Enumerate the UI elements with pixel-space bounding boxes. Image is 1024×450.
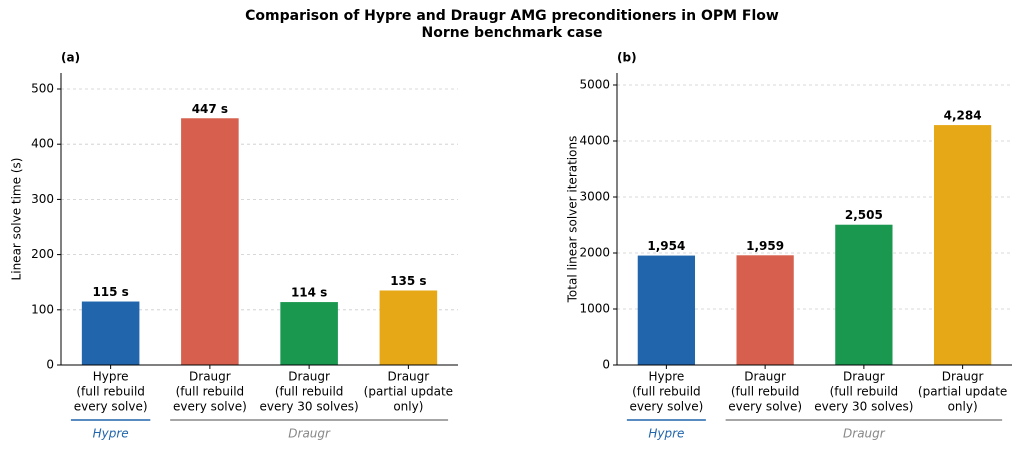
y-tick-label: 100 — [31, 302, 54, 316]
group-label: Hypre — [648, 427, 684, 441]
y-axis-label: Total linear solver iterations — [566, 136, 580, 304]
value-label: 447 s — [192, 102, 228, 116]
y-tick-label: 200 — [31, 247, 54, 261]
x-tick-label: (full rebuild — [731, 385, 800, 399]
y-axis-label: Linear solve time (s) — [10, 158, 24, 281]
x-tick-label: (partial update — [918, 385, 1007, 399]
x-tick-label: every solve) — [74, 400, 148, 414]
x-tick-label: only) — [393, 400, 423, 414]
x-tick-label: (full rebuild — [176, 385, 245, 399]
value-label: 1,954 — [647, 239, 685, 253]
y-tick-label: 2000 — [579, 245, 610, 259]
y-tick-label: 5000 — [579, 77, 610, 91]
x-tick-label: (full rebuild — [830, 385, 899, 399]
y-tick-label: 400 — [31, 137, 54, 151]
value-label: 2,505 — [845, 208, 883, 222]
x-tick-label: (full rebuild — [76, 385, 145, 399]
x-tick-label: (full rebuild — [275, 385, 344, 399]
x-tick-label: Draugr — [288, 370, 330, 384]
value-label: 4,284 — [944, 109, 982, 123]
x-tick-label: (partial update — [364, 385, 453, 399]
x-tick-label: Hypre — [93, 370, 129, 384]
bar — [81, 301, 140, 365]
x-tick-label: every 30 solves) — [814, 400, 913, 414]
x-tick-label: Draugr — [189, 370, 231, 384]
x-tick-label: every solve) — [728, 400, 802, 414]
y-tick-label: 300 — [31, 192, 54, 206]
x-tick-label: (full rebuild — [632, 385, 701, 399]
y-tick-label: 3000 — [579, 189, 610, 203]
bar — [379, 290, 438, 365]
panel-label: (b) — [617, 51, 637, 65]
value-label: 115 s — [92, 285, 128, 299]
value-label: 1,959 — [746, 239, 784, 253]
bar — [181, 118, 239, 365]
group-label: Draugr — [288, 427, 331, 441]
group-label: Hypre — [93, 427, 129, 441]
y-tick-label: 0 — [602, 358, 610, 372]
bar — [637, 255, 696, 365]
y-tick-label: 0 — [46, 358, 54, 372]
figure-title: Comparison of Hypre and Draugr AMG preco… — [245, 8, 779, 24]
x-tick-label: Draugr — [744, 370, 786, 384]
y-tick-label: 1000 — [579, 301, 610, 315]
x-tick-label: Draugr — [388, 370, 430, 384]
x-tick-label: Hypre — [648, 370, 684, 384]
bar — [835, 224, 893, 365]
y-tick-label: 4000 — [579, 133, 610, 147]
x-tick-label: every 30 solves) — [260, 400, 359, 414]
x-tick-label: every solve) — [629, 400, 703, 414]
bar — [933, 125, 992, 365]
x-tick-label: Draugr — [942, 370, 984, 384]
panel-label: (a) — [61, 51, 80, 65]
value-label: 114 s — [291, 286, 327, 300]
x-tick-label: only) — [948, 400, 978, 414]
x-tick-label: Draugr — [843, 370, 885, 384]
group-label: Draugr — [843, 427, 886, 441]
bar — [280, 302, 338, 365]
x-tick-label: every solve) — [173, 400, 247, 414]
y-tick-label: 500 — [31, 82, 54, 96]
value-label: 135 s — [390, 274, 426, 288]
bar — [736, 255, 794, 365]
figure-title: Norne benchmark case — [421, 25, 602, 41]
